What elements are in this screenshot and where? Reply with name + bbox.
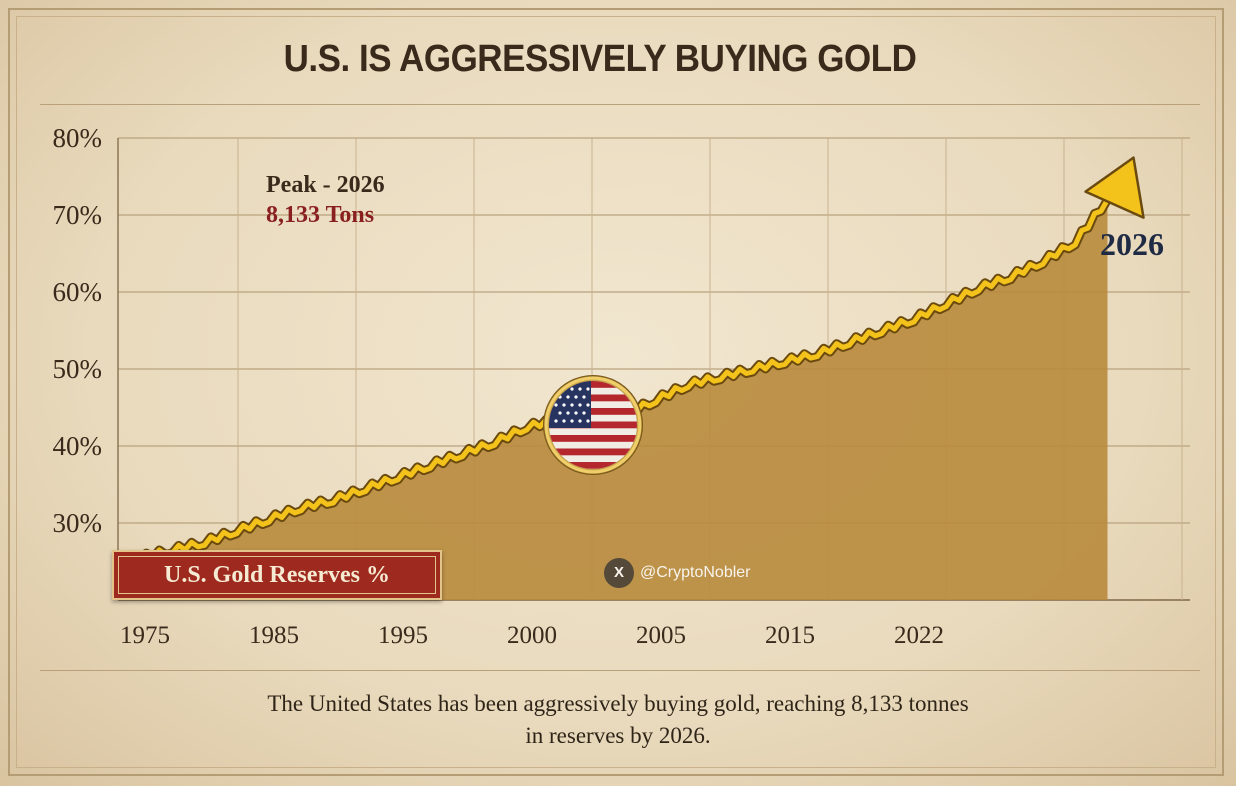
- x-tick-label: 2015: [765, 622, 815, 649]
- caption-divider: [40, 670, 1200, 671]
- x-axis-ticks: 1975 1985 1995 2000 2005 2015 2022: [120, 622, 944, 649]
- us-flag-medallion: [543, 375, 643, 475]
- arrow-head-icon: [1084, 156, 1145, 219]
- peak-annotation: Peak - 2026 8,133 Tons: [266, 170, 385, 230]
- outer-frame: [8, 8, 1224, 776]
- watermark: X @CryptoNobler: [604, 558, 751, 588]
- x-tick-label: 2005: [636, 622, 686, 649]
- title-divider: [40, 104, 1200, 105]
- y-tick-label: 60%: [53, 277, 103, 307]
- x-tick-label: 1985: [249, 622, 299, 649]
- caption-line-1: The United States has been aggressively …: [267, 691, 969, 716]
- series-legend-label: U.S. Gold Reserves %: [164, 562, 390, 588]
- end-year-label: 2026: [1100, 226, 1164, 262]
- x-tick-label: 1975: [120, 622, 170, 649]
- x-tick-label: 2022: [894, 622, 944, 649]
- caption: The United States has been aggressively …: [0, 688, 1236, 752]
- series-legend-box: U.S. Gold Reserves %: [112, 550, 442, 600]
- x-logo-icon: X: [604, 558, 634, 588]
- x-tick-label: 2000: [507, 622, 557, 649]
- area-fill: [140, 199, 1108, 600]
- peak-value-label: 8,133 Tons: [266, 202, 375, 228]
- chart-title: U.S. IS AGGRESSIVELY BUYING GOLD: [283, 38, 917, 80]
- y-tick-label: 80%: [53, 123, 103, 153]
- y-axis-ticks: 30% 40% 50% 60% 70% 80%: [53, 123, 103, 538]
- y-tick-label: 40%: [53, 431, 103, 461]
- caption-line-2: in reserves by 2026.: [525, 723, 711, 748]
- peak-year-label: Peak - 2026: [266, 172, 385, 198]
- trend-arrow: [1084, 156, 1145, 219]
- watermark-handle: @CryptoNobler: [640, 564, 751, 581]
- inner-frame: [16, 16, 1216, 768]
- area-series-fill: [140, 199, 1108, 600]
- y-tick-label: 30%: [53, 508, 103, 538]
- y-tick-label: 50%: [53, 354, 103, 384]
- x-tick-label: 1995: [378, 622, 428, 649]
- y-tick-label: 70%: [53, 200, 103, 230]
- us-flag-icon: [549, 381, 637, 469]
